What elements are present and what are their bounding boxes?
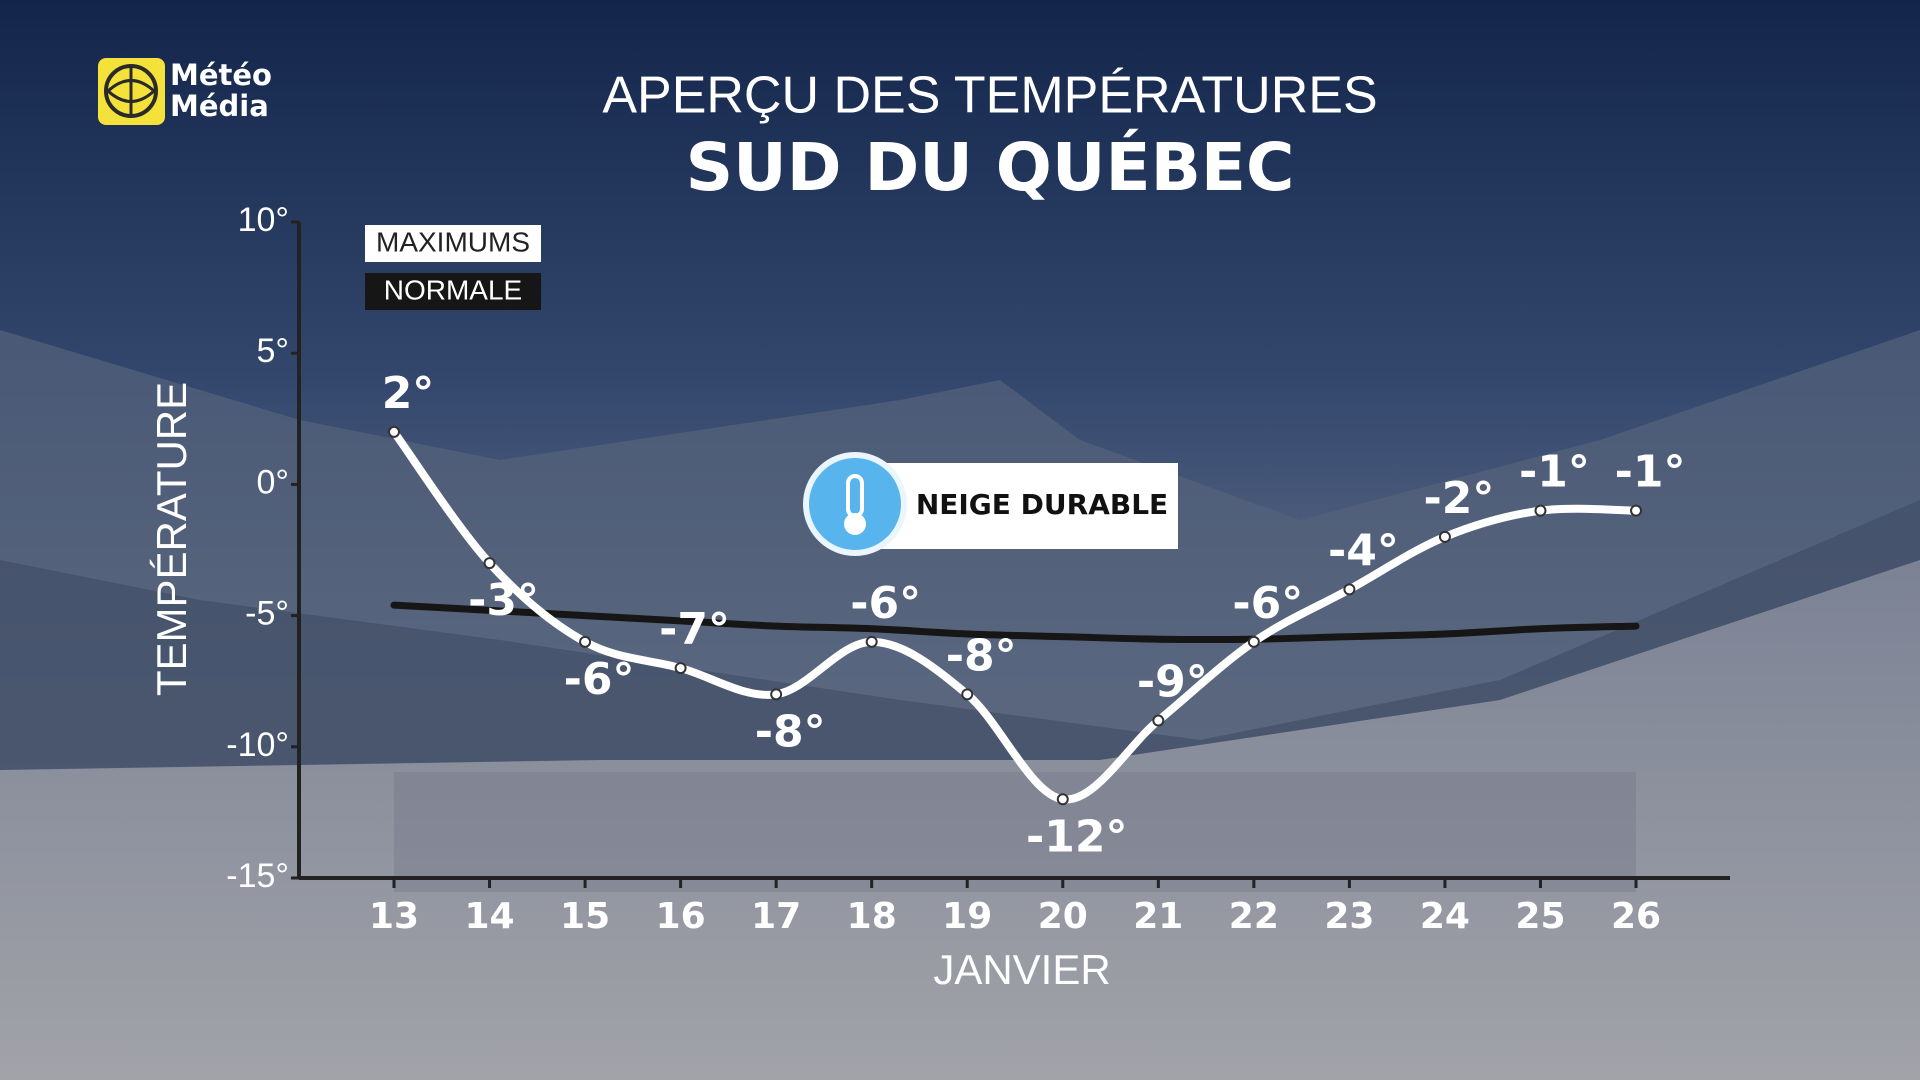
logo-text: Média <box>170 89 269 123</box>
x-tick-label: 23 <box>1324 896 1374 937</box>
x-tick-label: 14 <box>464 896 514 937</box>
data-point <box>865 635 878 648</box>
value-label: -6° <box>850 578 921 629</box>
x-tick-label: 25 <box>1515 896 1565 937</box>
y-tick-label: 10° <box>238 201 289 239</box>
data-point <box>1152 714 1165 727</box>
data-point <box>1534 504 1547 517</box>
data-point <box>1438 530 1451 543</box>
value-label: -8° <box>946 630 1017 681</box>
y-axis-label: TEMPÉRATURE <box>148 382 195 696</box>
y-tick-label: -5° <box>245 595 289 633</box>
y-tick-label: -10° <box>226 726 289 764</box>
data-point <box>1630 504 1643 517</box>
value-label: -3° <box>468 575 539 626</box>
x-tick-label: 21 <box>1133 896 1183 937</box>
plot-shade <box>394 772 1636 892</box>
data-point <box>483 557 496 570</box>
chart-subtitle: SUD DU QUÉBEC <box>686 128 1295 206</box>
logo-globe-lines <box>106 66 156 116</box>
y-tick-label: 0° <box>256 463 289 501</box>
data-point <box>579 635 592 648</box>
value-label: -6° <box>1232 578 1303 629</box>
x-tick-label: 17 <box>751 896 801 937</box>
data-point <box>1056 793 1069 806</box>
value-label: -12° <box>1026 811 1128 862</box>
data-point <box>1247 635 1260 648</box>
x-tick-label: 22 <box>1229 896 1279 937</box>
data-point <box>1343 583 1356 596</box>
data-point <box>770 688 783 701</box>
x-tick-label: 19 <box>942 896 992 937</box>
x-tick-label: 26 <box>1611 896 1661 937</box>
value-label: -8° <box>755 706 826 757</box>
x-tick-label: 16 <box>656 896 706 937</box>
value-label: -7° <box>659 604 730 655</box>
x-tick-label: 24 <box>1420 896 1470 937</box>
annotation-icon <box>803 452 907 556</box>
x-axis-label: JANVIER <box>933 946 1110 993</box>
annotation-text: NEIGE DURABLE <box>916 488 1168 521</box>
legend-label: MAXIMUMS <box>376 226 530 257</box>
value-label: 2° <box>382 368 435 419</box>
value-label: -1° <box>1519 447 1590 498</box>
x-tick-label: 15 <box>560 896 610 937</box>
value-label: -4° <box>1328 525 1399 576</box>
y-tick-label: -15° <box>226 857 289 895</box>
annotation-icon-bulb <box>844 513 866 535</box>
data-point <box>388 425 400 438</box>
data-point <box>961 688 974 701</box>
legend-label: NORMALE <box>384 274 522 305</box>
logo-text: Météo <box>170 58 272 92</box>
value-label: -9° <box>1137 657 1208 708</box>
x-tick-label: 20 <box>1038 896 1088 937</box>
chart-title: APERÇU DES TEMPÉRATURES <box>602 67 1377 125</box>
snow-ground <box>0 560 1920 1080</box>
value-label: -6° <box>564 654 635 705</box>
legend-swatch <box>365 225 541 262</box>
value-label: -1° <box>1615 447 1686 498</box>
legend-swatch <box>365 273 541 310</box>
y-tick-label: 5° <box>256 332 289 370</box>
data-point <box>674 662 687 675</box>
x-tick-label: 13 <box>369 896 419 937</box>
value-label: -2° <box>1423 473 1494 524</box>
x-tick-label: 18 <box>847 896 897 937</box>
line <box>390 601 1640 644</box>
